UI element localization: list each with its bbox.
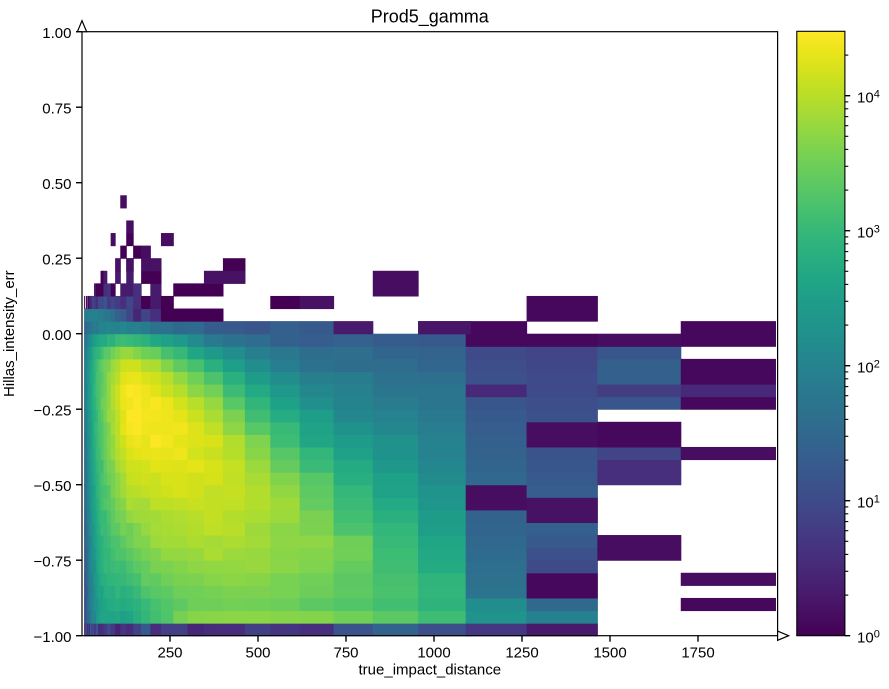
svg-text:0.50: 0.50 xyxy=(42,176,71,193)
svg-text:0.00: 0.00 xyxy=(42,327,71,344)
svg-text:0: 0 xyxy=(874,629,880,641)
svg-text:250: 250 xyxy=(157,644,182,661)
svg-text:Prod5_gamma: Prod5_gamma xyxy=(371,6,490,27)
svg-text:Hillas_intensity_err: Hillas_intensity_err xyxy=(1,270,18,397)
svg-text:750: 750 xyxy=(333,644,358,661)
svg-text:500: 500 xyxy=(245,644,270,661)
svg-text:10: 10 xyxy=(857,89,874,106)
svg-text:−0.75: −0.75 xyxy=(34,554,72,571)
svg-text:10: 10 xyxy=(857,224,874,241)
svg-text:1: 1 xyxy=(874,494,880,506)
svg-text:−0.50: −0.50 xyxy=(34,478,72,495)
svg-text:10: 10 xyxy=(857,629,874,646)
svg-text:−0.25: −0.25 xyxy=(34,403,72,420)
svg-text:1000: 1000 xyxy=(417,644,450,661)
svg-text:0.25: 0.25 xyxy=(42,252,71,269)
svg-text:1.00: 1.00 xyxy=(42,25,71,42)
svg-text:−1.00: −1.00 xyxy=(34,629,72,646)
svg-text:2: 2 xyxy=(874,359,880,371)
svg-text:1500: 1500 xyxy=(593,644,626,661)
svg-text:4: 4 xyxy=(874,89,880,101)
svg-text:10: 10 xyxy=(857,359,874,376)
svg-text:10: 10 xyxy=(857,494,874,511)
svg-text:1250: 1250 xyxy=(505,644,538,661)
svg-text:0.75: 0.75 xyxy=(42,101,71,118)
svg-text:3: 3 xyxy=(874,224,880,236)
svg-text:true_impact_distance: true_impact_distance xyxy=(359,662,502,679)
svg-text:1750: 1750 xyxy=(681,644,714,661)
